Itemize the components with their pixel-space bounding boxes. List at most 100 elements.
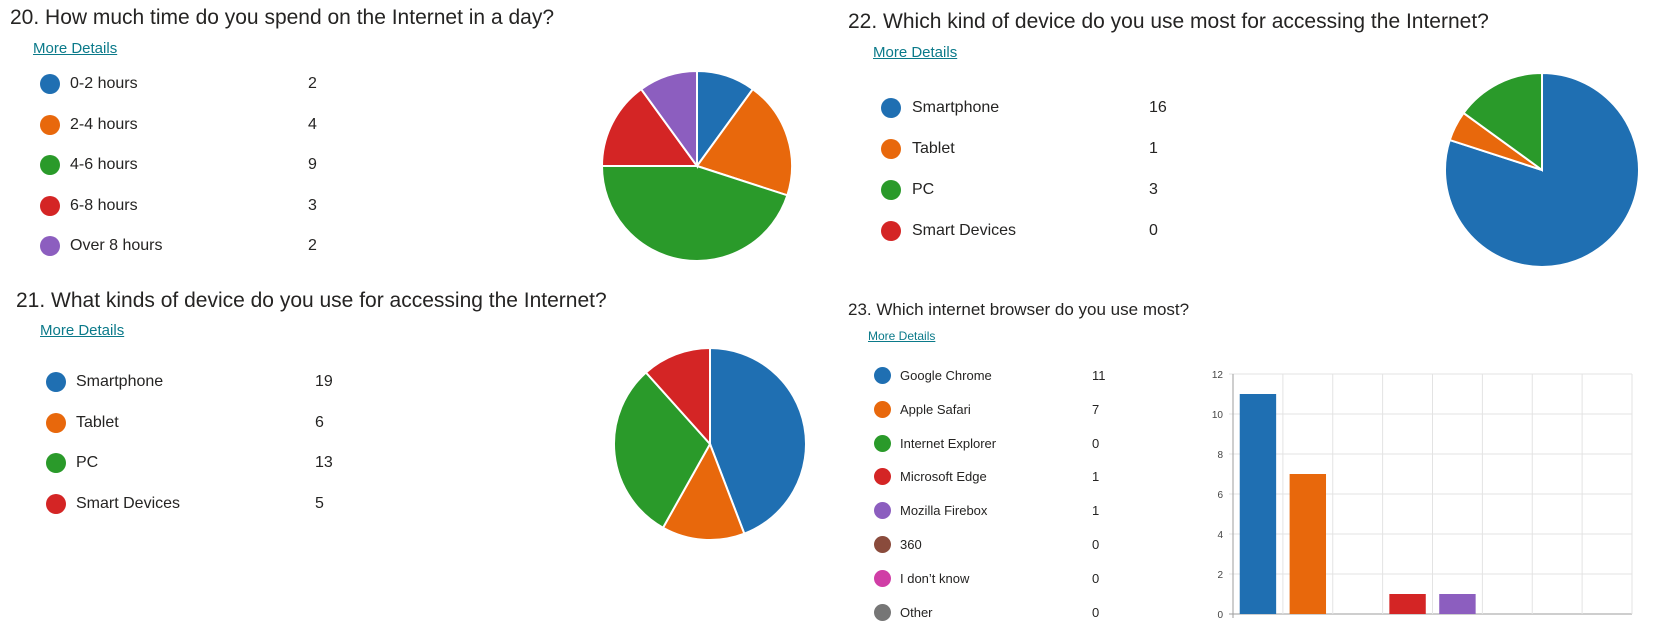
bar-google-chrome [1239,394,1277,614]
legend-color-swatch [874,400,891,418]
legend-color-swatch [874,603,891,621]
legend-item-4-6-hours: 4-6 hours 9 [40,155,317,175]
legend-color-swatch [40,236,60,256]
legend-label: 0-2 hours [70,75,138,92]
legend-item-smartphone: Smartphone 16 [881,98,1167,118]
question-22-pie-chart [1444,71,1640,268]
pie-slice-over-8-hours [639,69,698,170]
legend-item-tablet: Tablet 1 [881,139,1158,159]
question-23-title: 23. Which internet browser do you use mo… [848,300,1190,319]
y-tick-label: 12 [1212,370,1224,381]
legend-label: PC [76,454,99,471]
legend-item-microsoft-edge: Microsoft Edge 1 [874,468,1099,486]
legend-item-pc: PC 13 [46,453,333,473]
legend-color-swatch [40,155,60,175]
legend-item-internet-explorer: Internet Explorer 0 [874,434,1099,452]
legend-count: 4 [308,115,317,133]
legend-label: Microsoft Edge [900,469,987,485]
legend-label: Other [900,604,933,620]
legend-count: 11 [1092,368,1106,383]
y-tick-label: 6 [1217,490,1223,501]
legend-item-2-4-hours: 2-4 hours 4 [40,114,317,135]
question-23-more-details-link[interactable]: More Details [868,329,936,343]
legend-item-tablet: Tablet 6 [46,412,324,433]
pie-slice-smart-devices [644,346,711,447]
legend-label: Smart Devices [76,494,181,512]
legend-color-swatch [881,221,901,241]
legend-label: I don’t know [900,570,970,586]
legend-item-0-2-hours: 0-2 hours 2 [40,74,317,94]
legend-color-swatch [46,493,66,514]
legend-count: 13 [315,454,333,471]
legend-label: Tablet [912,140,955,157]
legend-color-swatch [874,367,891,384]
bar-mozilla-firebox [1439,594,1476,614]
y-tick-label: 8 [1217,450,1223,461]
legend-color-swatch [46,372,66,392]
question-20-more-details-link[interactable]: More Details [33,40,118,57]
question-22-more-details-link[interactable]: More Details [873,44,958,61]
question-21-title: 21. What kinds of device do you use for … [16,289,607,312]
legend-item-i-don-t-know: I don’t know 0 [874,569,1099,587]
legend-label: PC [912,181,935,198]
legend-label: Apple Safari [900,401,971,417]
legend-count: 5 [315,494,324,512]
question-20-pie-chart [600,69,793,262]
legend-count: 0 [1092,570,1100,586]
legend-color-swatch [874,468,891,486]
y-tick-label: 10 [1212,410,1224,421]
y-tick-label: 2 [1217,570,1223,581]
legend-count: 6 [315,413,324,431]
legend-count: 0 [1149,222,1158,239]
legend-label: 2-4 hours [70,115,138,133]
legend-color-swatch [881,98,901,118]
legend-item-360: 360 0 [874,536,1099,553]
legend-label: 4-6 hours [70,156,138,173]
legend-label: Google Chrome [900,368,992,383]
legend-count: 3 [1149,181,1158,198]
pie-slice-6-8-hours [600,87,699,167]
legend-label: Over 8 hours [70,237,163,254]
question-21-pie-chart [613,346,807,541]
legend-label: 360 [900,537,922,552]
y-tick-label: 4 [1217,530,1223,541]
legend-item-google-chrome: Google Chrome 11 [874,367,1106,384]
question-23-bar-chart: 0 2 4 6 8 10 12 [1212,370,1633,621]
legend-count: 2 [308,75,317,92]
legend-label: Internet Explorer [900,435,997,451]
legend-label: Smartphone [76,373,164,390]
legend-color-swatch [40,114,60,135]
question-21-more-details-link[interactable]: More Details [40,322,125,339]
pie-slice-2-4-hours [695,87,793,197]
bar-microsoft-edge [1389,594,1426,614]
legend-count: 7 [1092,401,1100,417]
legend-label: 6-8 hours [70,196,138,214]
pie-slice-pc [613,371,712,530]
legend-color-swatch [881,180,901,200]
pie-slice-4-6-hours [600,165,789,262]
legend-item-6-8-hours: 6-8 hours 3 [40,195,317,216]
legend-item-smart-devices: Smart Devices 5 [46,493,324,514]
legend-color-swatch [874,569,891,587]
legend-color-swatch [46,412,66,433]
legend-count: 19 [315,373,333,390]
legend-count: 2 [308,237,317,254]
bar-apple-safari [1289,474,1327,614]
legend-count: 1 [1092,503,1100,519]
question-22-title: 22. Which kind of device do you use most… [848,10,1489,33]
legend-color-swatch [874,434,891,452]
legend-color-swatch [874,536,891,553]
pie-slice-smartphone [709,346,807,535]
legend-label: Tablet [76,413,119,431]
y-tick-label: 0 [1217,610,1223,621]
legend-item-mozilla-firebox: Mozilla Firebox 1 [874,502,1099,520]
legend-color-swatch [40,195,60,216]
legend-color-swatch [881,139,901,159]
legend-color-swatch [874,502,891,520]
legend-item-apple-safari: Apple Safari 7 [874,400,1099,418]
legend-label: Smart Devices [912,222,1017,239]
legend-count: 0 [1092,435,1100,451]
legend-label: Smartphone [912,99,1000,116]
pie-slice-tablet [661,441,746,541]
legend-item-smartphone: Smartphone 19 [46,372,333,392]
